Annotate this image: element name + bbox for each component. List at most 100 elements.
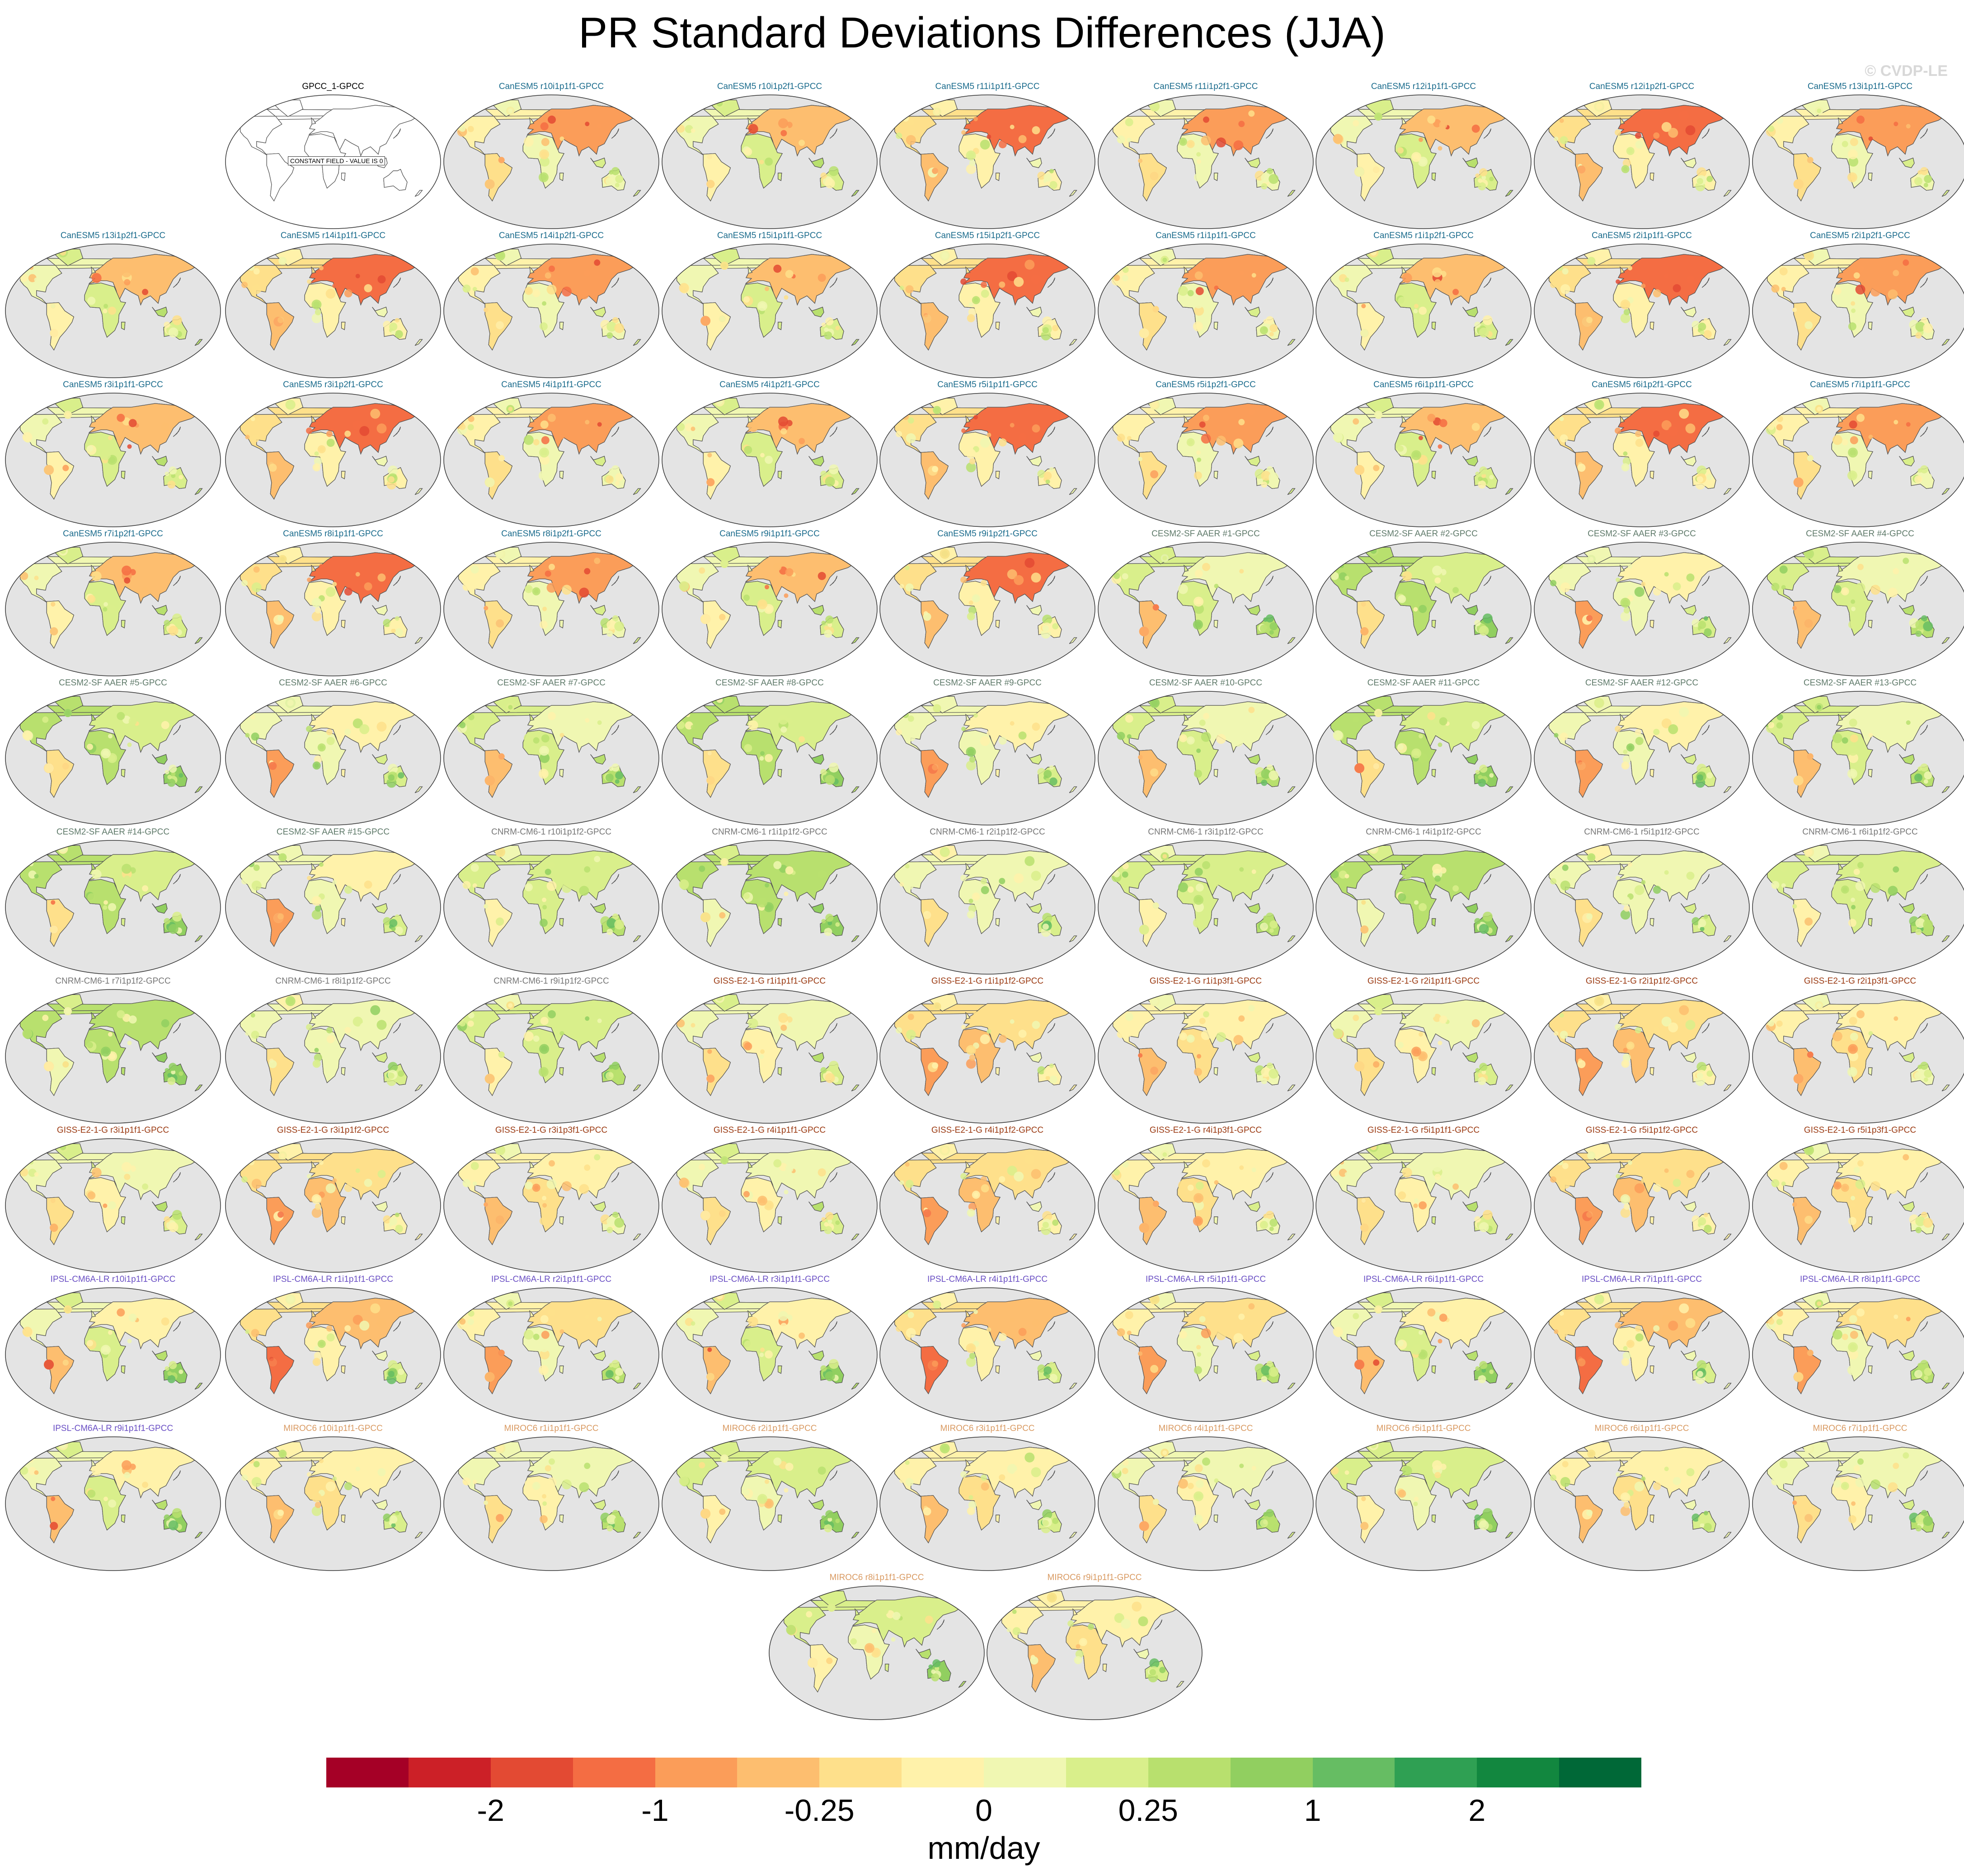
map-panel: CanESM5 r1i1p1f1-GPCC xyxy=(1097,230,1314,379)
continent-shape xyxy=(1181,254,1297,306)
variability-patch xyxy=(1478,779,1486,787)
continent-shape xyxy=(266,153,295,202)
variability-patch xyxy=(1269,1069,1279,1079)
variability-patch xyxy=(498,455,505,462)
variability-patch xyxy=(1042,327,1049,333)
variability-patch xyxy=(315,607,321,614)
variability-patch xyxy=(1679,1005,1689,1015)
continent-shape xyxy=(1026,306,1042,317)
variability-patch xyxy=(744,446,752,454)
variability-patch xyxy=(1439,717,1447,726)
variability-patch xyxy=(1032,424,1040,433)
variability-patch xyxy=(1045,1075,1050,1080)
variability-patch xyxy=(1781,286,1786,291)
map-panel: CNRM-CM6-1 r9i1p1f2-GPCC xyxy=(443,975,660,1124)
variability-patch xyxy=(1759,1014,1766,1021)
variability-patch xyxy=(981,580,987,586)
variability-patch xyxy=(719,315,726,322)
variability-patch xyxy=(1653,132,1660,139)
variability-patch xyxy=(250,715,255,720)
variability-patch xyxy=(799,736,805,743)
variability-patch xyxy=(540,1069,547,1075)
variability-patch xyxy=(1554,136,1559,141)
variability-patch xyxy=(1628,149,1633,154)
variability-patch xyxy=(1534,1002,1538,1007)
variability-patch xyxy=(1765,113,1775,123)
variability-patch xyxy=(1703,926,1712,935)
continent-shape xyxy=(1681,306,1696,317)
variability-patch xyxy=(124,577,131,584)
variability-patch xyxy=(973,415,978,420)
world-map xyxy=(1316,840,1532,975)
variability-patch xyxy=(1804,321,1813,329)
continent-shape xyxy=(1069,190,1077,197)
variability-patch xyxy=(448,267,456,276)
variability-patch xyxy=(344,1184,352,1192)
map-panel: CESM2-SF AAER #11-GPCC xyxy=(1315,677,1532,826)
variability-patch xyxy=(981,878,987,885)
variability-patch xyxy=(1201,1030,1211,1040)
variability-patch xyxy=(1195,287,1204,295)
panel-label: CanESM5 r13i1p2f1-GPCC xyxy=(60,231,166,240)
variability-patch xyxy=(614,621,625,632)
variability-patch xyxy=(1703,318,1708,323)
variability-patch xyxy=(1577,165,1586,174)
variability-patch xyxy=(932,1062,939,1069)
map-panel: CanESM5 r8i1p2f1-GPCC xyxy=(443,528,660,677)
variability-patch xyxy=(1924,771,1932,780)
variability-patch xyxy=(1534,553,1544,563)
variability-patch xyxy=(960,577,967,583)
variability-patch xyxy=(456,411,466,422)
continent-shape xyxy=(1505,339,1513,346)
variability-patch xyxy=(1541,717,1546,722)
panel-label: CanESM5 r11i1p2f1-GPCC xyxy=(1153,82,1258,91)
variability-patch xyxy=(1439,121,1447,129)
variability-patch xyxy=(825,774,835,785)
variability-patch xyxy=(720,262,728,270)
variability-patch xyxy=(973,117,978,122)
variability-patch xyxy=(1923,919,1933,930)
variability-patch xyxy=(1915,929,1922,935)
continent-shape xyxy=(996,620,1000,628)
panel-label: CanESM5 r1i1p1f1-GPCC xyxy=(1156,231,1256,240)
map-panel: CESM2-SF AAER #9-GPCC xyxy=(879,677,1096,826)
variability-patch xyxy=(142,885,149,892)
variability-patch xyxy=(542,599,547,604)
variability-patch xyxy=(167,1077,176,1085)
variability-patch xyxy=(1641,283,1646,288)
variability-patch xyxy=(968,302,973,307)
variability-patch xyxy=(744,1042,752,1051)
variability-patch xyxy=(773,861,782,869)
variability-patch xyxy=(585,122,590,127)
variability-patch xyxy=(1452,289,1459,295)
variability-patch xyxy=(932,168,939,174)
panel-label: CanESM5 r3i1p1f1-GPCC xyxy=(63,380,163,389)
panel-label: GPCC_1-GPCC xyxy=(302,82,364,91)
continent-shape xyxy=(91,415,96,423)
variability-patch xyxy=(1894,122,1898,127)
variability-patch xyxy=(1269,928,1274,933)
variability-patch xyxy=(1265,912,1274,921)
variability-patch xyxy=(1679,408,1689,419)
variability-patch xyxy=(51,304,56,309)
variability-patch xyxy=(319,564,324,569)
continent-shape xyxy=(1617,254,1733,306)
panel-label: CNRM-CM6-1 r7i1p1f2-GPCC xyxy=(55,976,171,986)
variability-patch xyxy=(1779,565,1788,574)
variability-patch xyxy=(887,270,892,274)
variability-patch xyxy=(1848,447,1858,458)
variability-patch xyxy=(907,1013,914,1020)
variability-patch xyxy=(395,914,399,919)
continent-shape xyxy=(1214,769,1218,778)
variability-patch xyxy=(470,267,479,276)
variability-patch xyxy=(1923,183,1928,188)
panel-label: CanESM5 r6i1p2f1-GPCC xyxy=(1592,380,1692,389)
variability-patch xyxy=(1138,1053,1143,1058)
variability-patch xyxy=(1317,417,1324,424)
panel-label: CESM2-SF AAER #7-GPCC xyxy=(497,678,606,688)
variability-patch xyxy=(395,1212,399,1217)
world-map xyxy=(1098,542,1314,676)
continent-shape xyxy=(1836,105,1951,157)
variability-patch xyxy=(1893,270,1899,277)
variability-patch xyxy=(1104,865,1111,872)
